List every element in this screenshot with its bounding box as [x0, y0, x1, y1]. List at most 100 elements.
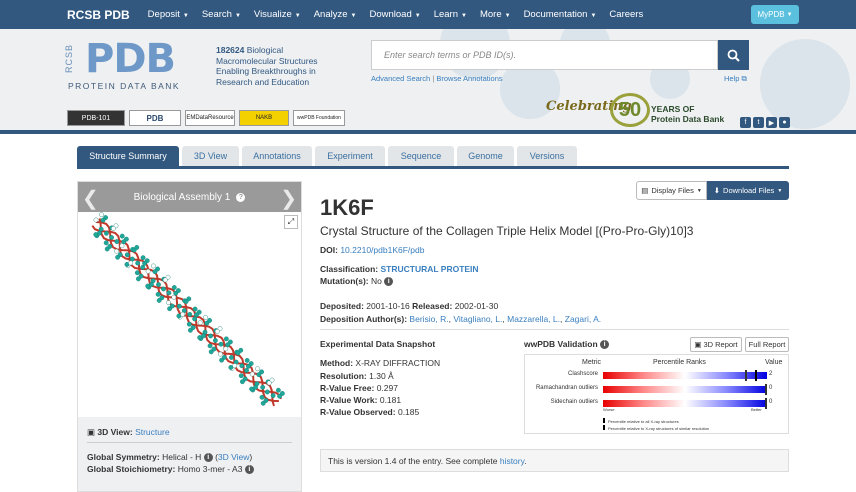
atom — [204, 320, 210, 326]
tab-versions[interactable]: Versions — [517, 146, 577, 166]
next-assembly-icon[interactable]: ❯ — [280, 188, 297, 210]
atom — [246, 363, 251, 369]
atom — [104, 230, 109, 236]
tab-annotations[interactable]: Annotations — [242, 146, 312, 166]
author-link[interactable]: Berisio, R. — [409, 314, 449, 324]
search-icon — [727, 49, 740, 62]
caret-down-icon: ▼ — [590, 13, 597, 19]
percentile-bar — [603, 386, 767, 393]
nav-visualize[interactable]: Visualize ▼ — [253, 9, 301, 20]
prev-assembly-icon[interactable]: ❮ — [82, 188, 99, 210]
history-link[interactable]: history — [499, 456, 525, 466]
atom — [183, 299, 189, 304]
browse-annotations-link[interactable]: Browse Annotations — [436, 74, 503, 83]
years-of-pdb: YEARS OF Protein Data Bank — [651, 104, 725, 124]
pdb-logo[interactable]: PDB — [85, 36, 176, 82]
tab-3d-view[interactable]: 3D View — [182, 146, 239, 166]
atom — [228, 365, 234, 370]
search-button[interactable] — [718, 40, 749, 70]
tab-genome[interactable]: Genome — [457, 146, 514, 166]
atom — [180, 311, 186, 317]
atom — [166, 300, 171, 306]
atom — [138, 273, 144, 279]
pdb101-logo[interactable]: PDB-101 — [67, 110, 125, 126]
percentile-col-header: Percentile Ranks — [653, 359, 706, 366]
caret-down-icon: ▼ — [414, 13, 421, 19]
mypdb-button[interactable]: MyPDB ▼ — [751, 5, 799, 24]
nav-careers[interactable]: Careers — [609, 9, 644, 20]
advanced-search-link[interactable]: Advanced Search — [371, 74, 431, 83]
atom — [187, 312, 193, 317]
atom — [192, 316, 198, 322]
atom — [124, 252, 130, 258]
assembly-title: Biological Assembly 1 — [133, 191, 231, 203]
nav-deposit[interactable]: Deposit ▼ — [147, 9, 189, 20]
atom — [238, 373, 244, 379]
atom — [107, 244, 113, 249]
logo-rcsb-text[interactable]: RCSB — [64, 43, 74, 73]
search-input[interactable]: Enter search terms or PDB ID(s). — [371, 40, 718, 70]
info-icon[interactable]: i — [203, 453, 213, 462]
metric-value: 0 — [769, 399, 773, 405]
author-link[interactable]: Zagari, A. — [564, 314, 602, 324]
wwpdb-logo[interactable]: PDB — [129, 110, 181, 126]
download-icon: ⬇ — [713, 186, 721, 195]
info-icon[interactable]: i — [244, 465, 254, 474]
atom — [223, 336, 229, 342]
classification-link[interactable]: STRUCTURAL PROTEIN — [380, 264, 479, 274]
atom — [93, 217, 99, 223]
tab-sequence[interactable]: Sequence — [388, 146, 454, 166]
github-icon[interactable]: ● — [779, 117, 790, 128]
doi-link[interactable]: 10.2210/pdb1K6F/pdb — [340, 245, 425, 255]
caret-down-icon: ▼ — [350, 13, 357, 19]
resolution-row: Resolution: 1.30 Å — [320, 371, 394, 381]
view3d-structure-link[interactable]: Structure — [135, 427, 170, 437]
download-files-button[interactable]: ⬇ Download Files ▼ — [707, 181, 789, 200]
atom — [134, 270, 140, 276]
tab-experiment[interactable]: Experiment — [315, 146, 385, 166]
atom — [232, 363, 238, 369]
info-icon[interactable]: ? — [236, 192, 246, 202]
tab-structure-summary[interactable]: Structure Summary — [77, 146, 179, 166]
info-icon[interactable]: i — [600, 340, 610, 349]
atom — [99, 212, 104, 217]
full-report-button[interactable]: Full Report — [745, 337, 789, 352]
atom — [225, 342, 231, 348]
atom — [244, 367, 249, 373]
nav-documentation[interactable]: Documentation ▼ — [523, 9, 597, 20]
atom — [166, 290, 172, 296]
twitter-icon[interactable]: t — [753, 117, 764, 128]
symmetry-3d-view-link[interactable]: 3D View — [217, 452, 250, 462]
atom — [142, 260, 147, 266]
percentile-marker-similar — [745, 370, 748, 381]
authors-row: Deposition Author(s): Berisio, R., Vitag… — [320, 314, 602, 324]
expand-icon[interactable]: ⤢ — [284, 215, 298, 229]
tab-underline — [77, 166, 789, 169]
validation-slider-graphic[interactable]: Metric Percentile Ranks Value Clashscore… — [524, 354, 789, 434]
info-icon[interactable]: i — [384, 277, 394, 286]
display-files-button[interactable]: ▤ Display Files ▼ — [636, 181, 707, 200]
nakb-logo[interactable]: NAKB — [239, 110, 289, 126]
facebook-icon[interactable]: f — [740, 117, 751, 128]
molecule-image[interactable]: ⤢ — [78, 212, 301, 417]
metric-label: Ramachandran outliers — [535, 385, 598, 391]
author-link[interactable]: Vitagliano, L. — [453, 314, 503, 324]
atom — [171, 285, 177, 290]
wwpdb-foundation-logo[interactable]: wwPDB Foundation — [293, 110, 345, 126]
atom — [242, 376, 248, 382]
atom — [244, 358, 250, 363]
atom — [109, 235, 114, 240]
3d-report-button[interactable]: ▣ 3D Report — [690, 337, 742, 352]
nav-search[interactable]: Search ▼ — [201, 9, 241, 20]
youtube-icon[interactable]: ▶ — [766, 117, 777, 128]
nav-download[interactable]: Download ▼ — [369, 9, 421, 20]
brand-link[interactable]: RCSB PDB — [67, 7, 130, 22]
atom — [190, 325, 196, 330]
emdataresource-logo[interactable]: EMDataResource — [185, 110, 235, 126]
nav-more[interactable]: More ▼ — [479, 9, 511, 20]
author-link[interactable]: Mazzarella, L. — [507, 314, 561, 324]
help-link[interactable]: Help ⧉ — [724, 74, 747, 83]
atom — [263, 398, 269, 403]
nav-analyze[interactable]: Analyze ▼ — [313, 9, 357, 20]
nav-learn[interactable]: Learn ▼ — [433, 9, 467, 20]
